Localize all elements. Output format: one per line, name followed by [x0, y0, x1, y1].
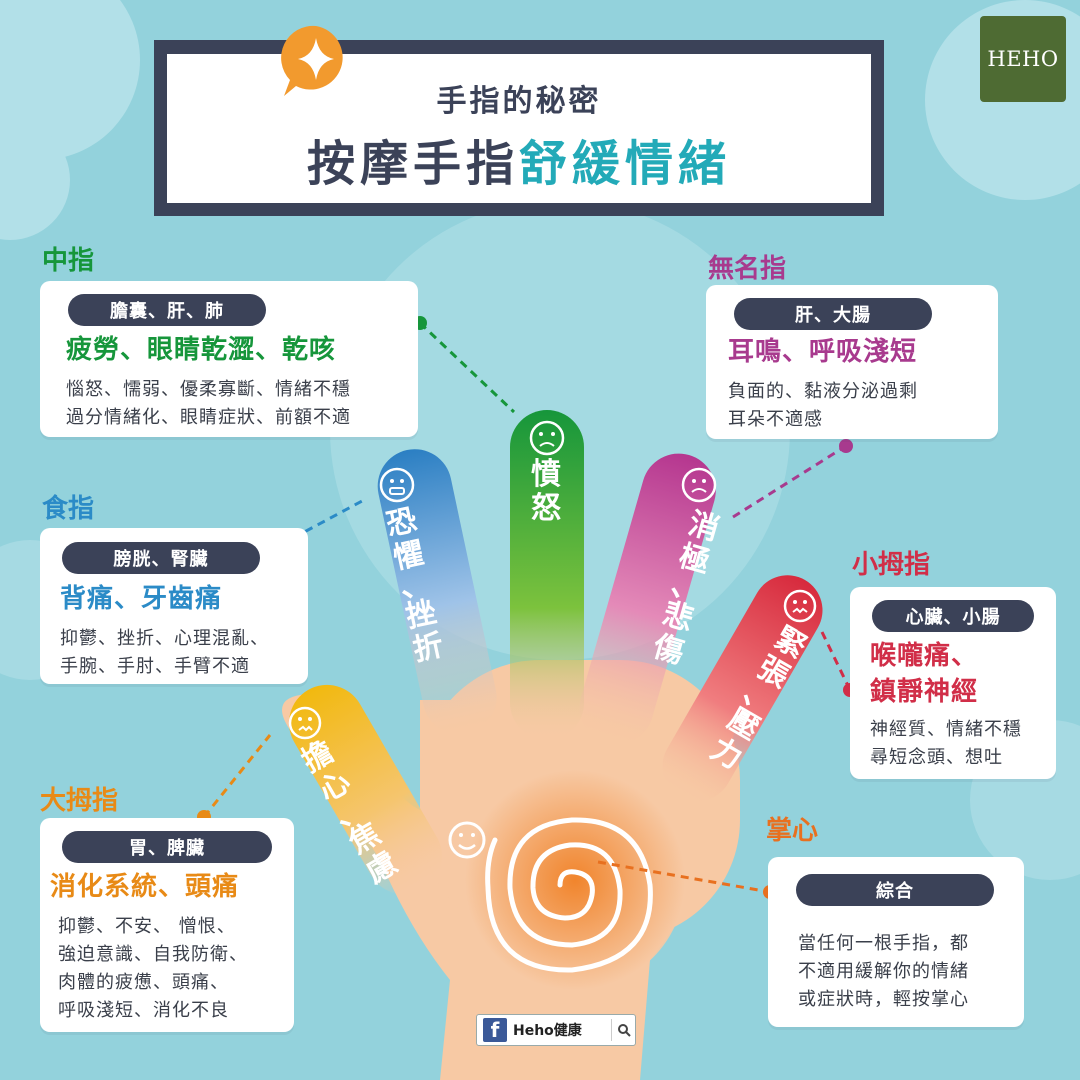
facebook-icon: f — [483, 1018, 507, 1042]
little-finger-heading: 小拇指 — [852, 550, 931, 580]
symptom-line: 肉體的疲憊、頭痛、 — [58, 972, 229, 993]
symptom-line: 呼吸淺短、消化不良 — [58, 1000, 229, 1021]
middle-finger-card: 膽囊、肝、肺 疲勞、眼睛乾澀、乾咳 惱怒、懦弱、優柔寡斷、情緒不穩 過分情緒化、… — [40, 281, 418, 437]
page-title: 按摩手指舒緩情緒 — [167, 124, 871, 194]
index-finger-heading: 食指 — [42, 494, 95, 524]
organ-pill: 心臟、小腸 — [872, 600, 1034, 632]
symptom-main: 喉嚨痛、 — [870, 641, 979, 671]
organ-pill: 肝、大腸 — [734, 298, 932, 330]
symptom-line: 強迫意識、自我防衛、 — [58, 944, 248, 965]
symptom-line: 抑鬱、不安、 憎恨、 — [58, 916, 236, 937]
index-finger-card: 膀胱、腎臟 背痛、牙齒痛 抑鬱、挫折、心理混亂、 手腕、手肘、手臂不適 — [40, 528, 308, 684]
organ-pill: 胃、脾臟 — [62, 831, 272, 863]
search-icon[interactable] — [611, 1019, 635, 1041]
thumb-heading: 大拇指 — [40, 786, 119, 816]
ring-finger-heading: 無名指 — [708, 254, 787, 284]
emotion-char: 怒 — [531, 491, 561, 526]
symptom-line: 過分情緒化、眼睛症狀、前額不適 — [66, 407, 351, 428]
palm-line: 不適用緩解你的情緒 — [798, 961, 969, 982]
sparkle-badge-icon — [281, 25, 343, 96]
symptom-main: 消化系統、頭痛 — [50, 872, 240, 902]
symptom-line: 神經質、情緒不穩 — [870, 719, 1022, 740]
symptom-line: 惱怒、懦弱、優柔寡斷、情緒不穩 — [66, 379, 351, 400]
title-highlight-part: 舒緩情緒 — [519, 136, 732, 192]
symptom-main: 耳鳴、呼吸淺短 — [728, 337, 918, 367]
middle-finger-emotion: 憤 怒 — [526, 458, 566, 526]
palm-heading: 掌心 — [766, 816, 819, 846]
facebook-page-name: Heho健康 — [513, 1023, 582, 1039]
title-box: 手指的秘密 按摩手指舒緩情緒 — [165, 52, 873, 205]
symptom-line: 負面的、黏液分泌過剩 — [728, 381, 918, 402]
palm-line: 或症狀時，輕按掌心 — [798, 989, 969, 1010]
heho-logo[interactable]: HEHO — [980, 16, 1066, 102]
symptom-line: 手腕、手肘、手臂不適 — [60, 656, 250, 677]
thumb-card: 胃、脾臟 消化系統、頭痛 抑鬱、不安、 憎恨、 強迫意識、自我防衛、 肉體的疲憊… — [40, 818, 294, 1032]
symptom-main: 鎮靜神經 — [870, 677, 979, 707]
organ-pill: 膀胱、腎臟 — [62, 542, 260, 574]
palm-line: 當任何一根手指，都 — [798, 933, 969, 954]
emotion-char: 憤 — [531, 457, 561, 492]
facebook-search-bar[interactable]: f Heho健康 — [476, 1014, 636, 1046]
symptom-line: 耳朵不適感 — [728, 409, 823, 430]
organ-pill: 膽囊、肝、肺 — [68, 294, 266, 326]
middle-finger-heading: 中指 — [42, 246, 95, 276]
ring-finger-card: 肝、大腸 耳鳴、呼吸淺短 負面的、黏液分泌過剩 耳朵不適感 — [706, 285, 998, 439]
symptom-line: 抑鬱、挫折、心理混亂、 — [60, 628, 269, 649]
title-main-part: 按摩手指 — [306, 136, 519, 192]
symptom-main: 疲勞、眼睛乾澀、乾咳 — [66, 335, 337, 365]
little-finger-card: 心臟、小腸 喉嚨痛、 鎮靜神經 神經質、情緒不穩 尋短念頭、想吐 — [850, 587, 1056, 779]
symptom-main: 背痛、牙齒痛 — [60, 584, 223, 614]
symptom-line: 尋短念頭、想吐 — [870, 747, 1003, 768]
palm-card: 綜合 當任何一根手指，都 不適用緩解你的情緒 或症狀時，輕按掌心 — [768, 857, 1024, 1027]
title-subheading: 手指的秘密 — [436, 84, 602, 119]
organ-pill: 綜合 — [796, 874, 994, 906]
